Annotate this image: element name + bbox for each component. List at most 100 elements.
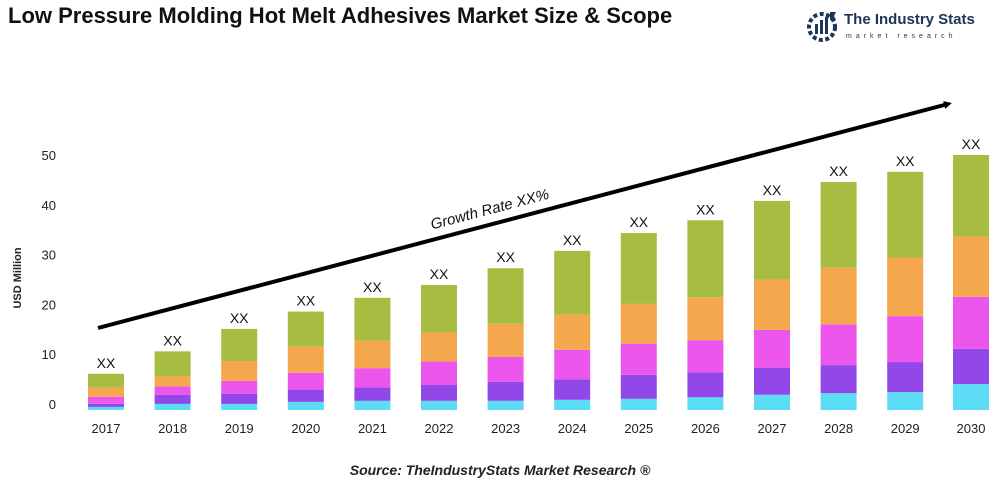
bar-segment-2018-4 [154,351,191,377]
x-tick-label: 2022 [425,421,454,436]
bar-segment-2020-4 [287,311,324,347]
data-label: XX [563,232,582,248]
bar-segment-2019-4 [221,328,258,362]
bar-segment-2018-0 [154,403,191,410]
bar-segment-2026-4 [687,220,724,298]
bar-segment-2029-2 [887,316,924,363]
bar-segment-2028-1 [820,365,857,394]
bar-segment-2021-2 [354,368,391,388]
bar-segment-2030-0 [953,383,989,410]
x-tick-label: 2024 [558,421,587,436]
x-tick-label: 2025 [624,421,653,436]
bar-segment-2022-2 [421,361,457,386]
bar-segment-2021-1 [354,387,391,401]
x-tick-label: 2020 [291,421,320,436]
bar-segment-2025-4 [620,233,657,304]
x-tick-label: 2027 [758,421,787,436]
data-label: XX [296,293,315,309]
bar-segment-2023-3 [487,323,524,357]
x-tick-label: 2021 [358,421,387,436]
data-label: XX [97,355,116,371]
bar-segment-2024-3 [554,314,591,350]
bar-segment-2030-2 [953,296,989,349]
bar-segment-2022-3 [421,332,457,362]
x-tick-label: 2018 [158,421,187,436]
bar-segment-2026-0 [687,397,724,410]
bar-segment-2019-2 [221,380,258,394]
x-tick-label: 2026 [691,421,720,436]
x-tick-label: 2019 [225,421,254,436]
bar-segment-2021-3 [354,340,391,369]
chart-title: Low Pressure Molding Hot Melt Adhesives … [8,3,673,28]
y-tick-label: 50 [42,148,56,163]
y-tick-label: 40 [42,198,56,213]
x-tick-label: 2023 [491,421,520,436]
gear-chart-icon [807,12,837,42]
bar-segment-2017-3 [88,387,124,397]
bar-segment-2019-3 [221,361,258,381]
x-tick-label: 2030 [957,421,986,436]
logo-tagline: market research [846,33,957,40]
data-label: XX [230,310,249,326]
data-label: XX [763,182,782,198]
bar-segment-2018-3 [154,376,191,387]
x-tick-label: 2017 [92,421,121,436]
growth-arrow [97,101,952,330]
bar-segment-2025-1 [620,374,657,399]
y-tick-label: 20 [42,297,56,312]
y-tick-label: 30 [42,248,56,263]
data-label: XX [496,249,515,265]
data-label: XX [896,153,915,169]
bar-segment-2027-2 [754,329,790,368]
bar-segment-2023-0 [487,400,524,410]
bar-segment-2028-4 [820,182,857,268]
x-tick-label: 2028 [824,421,853,436]
logo-name: The Industry Stats [844,11,975,28]
bar-segment-2029-3 [887,257,924,317]
bar-segment-2020-2 [287,372,324,390]
bar-segment-2028-2 [820,324,857,366]
y-axis-label: USD Million [12,247,24,308]
bar-segment-2027-4 [754,200,790,280]
bar-segment-2025-2 [620,343,657,375]
bar-segment-2030-4 [953,155,989,237]
bar-segment-2030-3 [953,236,989,297]
bar-segment-2019-1 [221,393,258,404]
bar-segment-2023-1 [487,381,524,401]
bar-segment-2029-0 [887,392,924,410]
bar-segment-2017-1 [88,403,124,407]
bar-segment-2021-0 [354,400,391,410]
bar-segment-2021-4 [354,297,391,341]
bar-segment-2020-0 [287,401,324,410]
data-label: XX [430,266,449,282]
bar-segment-2023-2 [487,356,524,382]
bar-segment-2027-1 [754,367,790,395]
bar-segment-2024-0 [554,399,591,410]
bar-segment-2022-1 [421,385,457,401]
bar-segment-2023-4 [487,268,524,324]
bar-segment-2029-1 [887,362,924,393]
data-label: XX [696,201,715,217]
bar-segment-2022-4 [421,285,457,333]
bar-segment-2019-0 [221,403,258,410]
bar-segment-2026-1 [687,372,724,398]
bar-segment-2020-3 [287,346,324,373]
bar-segment-2029-4 [887,171,924,258]
data-label: XX [829,163,848,179]
bar-segment-2017-0 [88,406,124,410]
bar-segment-2017-4 [88,373,124,388]
logo: The Industry Stats market research [806,8,996,46]
bar-segment-2022-0 [421,400,457,410]
bar-segment-2020-1 [287,389,324,402]
bar-segment-2030-1 [953,348,989,384]
bar-segment-2017-2 [88,396,124,404]
bar-segment-2027-3 [754,279,790,330]
bar-segment-2024-4 [554,250,591,315]
data-label: XX [962,136,981,152]
bar-segment-2025-3 [620,303,657,344]
bar-segment-2018-1 [154,394,191,404]
bar-segment-2028-3 [820,267,857,325]
bar-segment-2026-2 [687,340,724,373]
bar-segment-2025-0 [620,398,657,410]
data-label: XX [629,214,648,230]
